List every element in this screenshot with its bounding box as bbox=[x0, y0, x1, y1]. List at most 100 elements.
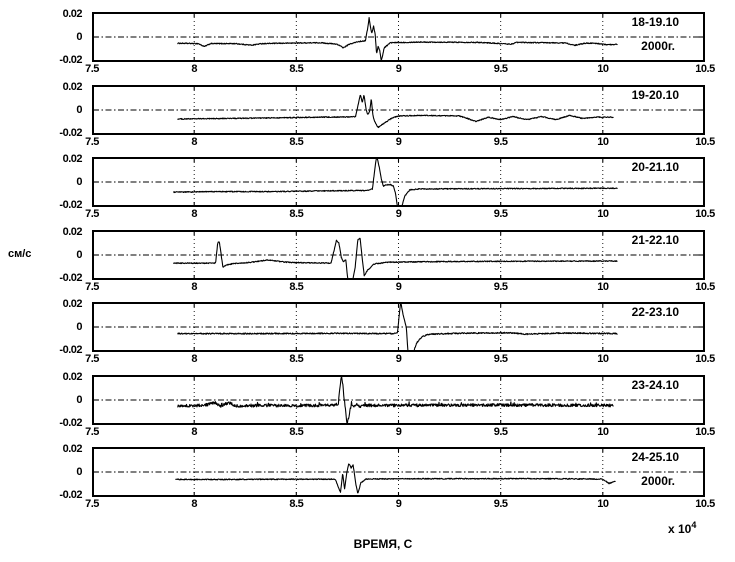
x-axis-tick-labels: 7.5 8 8.5 9 9.5 10 10.5 bbox=[0, 136, 735, 150]
x-tick-label: 7.5 bbox=[85, 425, 99, 438]
x-axis-tick-labels: 7.5 8 8.5 9 9.5 10 10.5 bbox=[0, 426, 735, 440]
y-axis-tick-labels: 0.02 0 -0.02 bbox=[0, 226, 86, 284]
panel-date-label: 23-24.10 bbox=[631, 377, 679, 392]
x-tick-label: 9 bbox=[395, 498, 402, 510]
x-tick-label: 8 bbox=[191, 63, 197, 75]
panel-plot bbox=[92, 12, 705, 62]
panel-row: 0.02 0 -0.02 22-23.10 7.5 8 8.5 9 9.5 10 10.5 bbox=[0, 298, 735, 374]
x-tick-label: 9.5 bbox=[493, 63, 508, 75]
x-tick-label: 7.5 bbox=[85, 63, 99, 75]
y-axis-tick-labels: 0.02 0 -0.02 bbox=[0, 298, 86, 356]
y-tick-label: 0.02 bbox=[62, 443, 83, 455]
x-tick-label: 10 bbox=[597, 208, 609, 220]
trace bbox=[177, 376, 614, 424]
panel-row: 0.02 0 -0.02 24-25.10 2000г. 7.5 8 8.5 9 9.5… bbox=[0, 443, 735, 519]
x-tick-label: 8.5 bbox=[289, 498, 304, 510]
x-tick-label: 10 bbox=[597, 498, 609, 510]
x-tick-label: 8.5 bbox=[289, 135, 304, 148]
x-tick-label: 10 bbox=[597, 63, 609, 75]
y-tick-label: 0.02 bbox=[62, 153, 83, 165]
panel-row: 0.02 0 -0.02 18-19.10 2000г. 7.5 8 8.5 9 9.5… bbox=[0, 8, 735, 84]
y-tick-label: 0.02 bbox=[62, 8, 83, 20]
y-tick-label: 0.02 bbox=[62, 370, 83, 383]
x-tick-label: 9.5 bbox=[493, 425, 508, 438]
y-tick-label: -0.02 bbox=[59, 344, 82, 356]
x-tick-label: 9.5 bbox=[493, 135, 508, 148]
x-tick-label: 8 bbox=[191, 425, 197, 438]
trace bbox=[173, 237, 618, 279]
x-tick-label: 7.5 bbox=[85, 280, 99, 293]
x-tick-label: 9 bbox=[395, 208, 402, 220]
y-axis-tick-labels: 0.02 0 -0.02 bbox=[0, 8, 86, 66]
x-multiplier-exponent: 4 bbox=[691, 520, 697, 530]
x-axis-tick-labels: 7.5 8 8.5 9 9.5 10 10.5 bbox=[0, 63, 735, 77]
x-tick-label: 8 bbox=[191, 498, 197, 510]
y-tick-label: 0.02 bbox=[62, 298, 83, 310]
x-tick-label: 9 bbox=[395, 135, 402, 148]
y-axis-title: см/с bbox=[8, 248, 32, 260]
x-axis-tick-labels: 7.5 8 8.5 9 9.5 10 10.5 bbox=[0, 498, 735, 512]
y-tick-label: 0 bbox=[76, 393, 82, 406]
panel-plot bbox=[92, 157, 705, 207]
x-axis-tick-labels: 7.5 8 8.5 9 9.5 10 10.5 bbox=[0, 208, 735, 222]
x-tick-label: 10.5 bbox=[695, 208, 715, 220]
x-tick-label: 10 bbox=[597, 425, 609, 438]
x-tick-label: 10.5 bbox=[695, 63, 715, 75]
x-tick-label: 8 bbox=[191, 353, 197, 365]
x-tick-label: 10.5 bbox=[695, 353, 715, 365]
x-tick-label: 9 bbox=[395, 280, 402, 293]
x-tick-label: 9.5 bbox=[493, 280, 508, 293]
y-tick-label: -0.02 bbox=[59, 199, 82, 211]
x-multiplier-base: x 10 bbox=[668, 522, 692, 536]
x-tick-label: 10.5 bbox=[695, 135, 715, 148]
panel-year-label: 2000г. bbox=[641, 39, 675, 53]
y-axis-tick-labels: 0.02 0 -0.02 bbox=[0, 153, 86, 211]
x-tick-label: 8.5 bbox=[289, 353, 304, 365]
y-tick-label: 0.02 bbox=[62, 80, 83, 93]
y-tick-label: -0.02 bbox=[59, 54, 82, 66]
panel-date-label: 21-22.10 bbox=[631, 232, 679, 247]
panel-row: 0.02 0 -0.02 20-21.10 7.5 8 8.5 9 9.5 10 10.5 bbox=[0, 153, 735, 229]
panel-year-label: 2000г. bbox=[641, 474, 675, 488]
x-tick-label: 9 bbox=[395, 353, 402, 365]
y-tick-label: 0 bbox=[76, 248, 82, 261]
y-tick-label: 0 bbox=[76, 176, 82, 188]
x-axis-multiplier: x 104 bbox=[668, 520, 696, 536]
panel-date-label: 18-19.10 bbox=[631, 15, 679, 29]
x-tick-label: 8 bbox=[191, 280, 197, 293]
x-tick-label: 9.5 bbox=[493, 353, 508, 365]
y-tick-label: -0.02 bbox=[59, 489, 82, 501]
panel-date-label: 20-21.10 bbox=[631, 160, 679, 174]
x-axis-tick-labels: 7.5 8 8.5 9 9.5 10 10.5 bbox=[0, 281, 735, 295]
x-tick-label: 8 bbox=[191, 135, 197, 148]
x-tick-label: 7.5 bbox=[85, 353, 99, 365]
panel-row: 0.02 0 -0.02 23-24.10 7.5 8 8.5 9 9.5 10 10.5 bbox=[0, 371, 735, 447]
x-tick-label: 10.5 bbox=[695, 498, 715, 510]
trace bbox=[173, 157, 618, 207]
x-tick-label: 9 bbox=[395, 63, 402, 75]
y-tick-label: 0.02 bbox=[62, 225, 83, 238]
panel-date-label: 22-23.10 bbox=[631, 305, 679, 319]
panel-plot bbox=[92, 84, 705, 135]
x-tick-label: 10 bbox=[597, 353, 609, 365]
x-tick-label: 7.5 bbox=[85, 208, 99, 220]
trace bbox=[175, 463, 616, 494]
x-tick-label: 8.5 bbox=[289, 425, 304, 438]
x-tick-label: 8.5 bbox=[289, 280, 304, 293]
x-tick-label: 8.5 bbox=[289, 208, 304, 220]
trace bbox=[177, 302, 618, 352]
trace bbox=[177, 17, 618, 62]
x-tick-label: 10.5 bbox=[695, 280, 715, 293]
x-tick-label: 10 bbox=[597, 280, 609, 293]
y-tick-label: 0 bbox=[76, 466, 82, 478]
panel-plot bbox=[92, 302, 705, 352]
x-tick-label: 7.5 bbox=[85, 498, 99, 510]
y-tick-label: -0.02 bbox=[59, 416, 82, 429]
panel-date-label: 24-25.10 bbox=[631, 450, 679, 464]
x-tick-label: 9 bbox=[395, 425, 402, 438]
x-tick-label: 8.5 bbox=[289, 63, 304, 75]
trace bbox=[177, 94, 614, 128]
x-tick-label: 9.5 bbox=[493, 498, 508, 510]
y-tick-label: 0 bbox=[76, 321, 82, 333]
